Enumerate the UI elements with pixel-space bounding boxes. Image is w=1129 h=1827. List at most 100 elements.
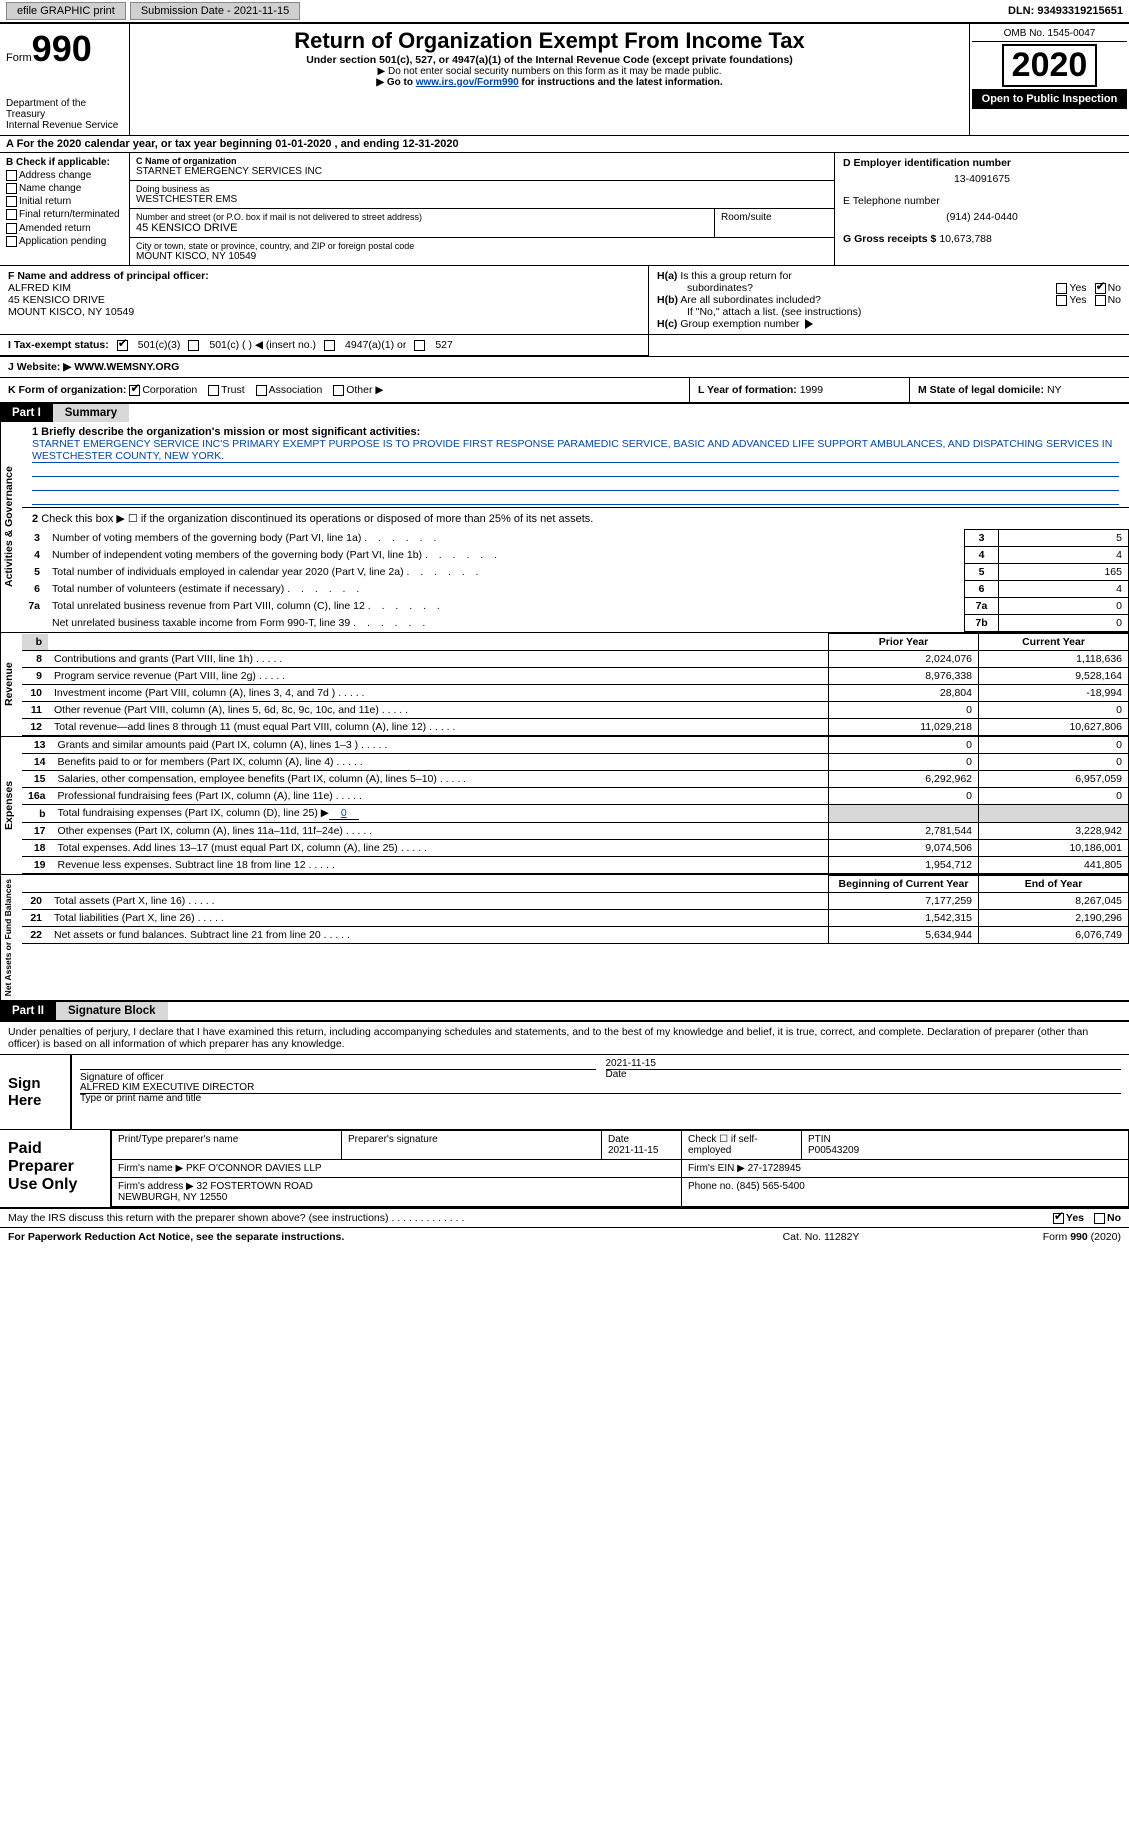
firm-ein-cell: Firm's EIN ▶ 27-1728945 [682, 1160, 1129, 1178]
cb-ha-no[interactable] [1095, 283, 1106, 294]
cb-final-return[interactable] [6, 209, 17, 220]
mission-blank-2 [32, 477, 1119, 491]
cb-hb-yes[interactable] [1056, 295, 1067, 306]
cb-initial-return[interactable] [6, 196, 17, 207]
efile-print-button[interactable]: efile GRAPHIC print [6, 2, 126, 20]
cb-trust[interactable] [208, 385, 219, 396]
dba-row: Doing business as WESTCHESTER EMS [130, 181, 834, 209]
line-num: 22 [22, 927, 48, 944]
line-val: 0 [999, 615, 1129, 632]
cb-527[interactable] [414, 340, 425, 351]
governance-section: Activities & Governance 1 Briefly descri… [0, 422, 1129, 633]
header-blocks: B Check if applicable: Address change Na… [0, 153, 1129, 266]
f-addr1: 45 KENSICO DRIVE [8, 294, 640, 306]
k-label: K Form of organization: [8, 384, 126, 396]
line-num: 8 [22, 651, 48, 668]
phone-value: (914) 244-0440 [843, 211, 1121, 223]
line-desc: Total number of individuals employed in … [46, 564, 965, 581]
dln-label: DLN: 93493319215651 [1008, 5, 1123, 17]
footer-center: Cat. No. 11282Y [721, 1231, 921, 1243]
current-val: 0 [979, 788, 1129, 805]
addr-value: 45 KENSICO DRIVE [136, 222, 708, 234]
current-val: 1,118,636 [979, 651, 1129, 668]
addr-label: Number and street (or P.O. box if mail i… [136, 212, 708, 222]
cb-app-pending[interactable] [6, 236, 17, 247]
sign-here-label: Sign Here [0, 1055, 70, 1129]
l-label: L Year of formation: [698, 384, 797, 396]
cb-ha-yes[interactable] [1056, 283, 1067, 294]
city-label: City or town, state or province, country… [136, 241, 828, 251]
mission-block: 1 Briefly describe the organization's mi… [22, 422, 1129, 508]
block-k: K Form of organization: Corporation Trus… [0, 378, 689, 402]
cb-discuss-yes[interactable] [1053, 1213, 1064, 1224]
line-num: 13 [22, 737, 52, 754]
line-num: b [22, 805, 52, 823]
cb-amended[interactable] [6, 223, 17, 234]
current-val: 0 [979, 702, 1129, 719]
lbl-discuss-no: No [1107, 1212, 1121, 1224]
instructions-link[interactable]: www.irs.gov/Form990 [416, 77, 519, 88]
prior-val: 0 [829, 702, 979, 719]
cb-4947[interactable] [324, 340, 335, 351]
cb-discuss-no[interactable] [1094, 1213, 1105, 1224]
block-f: F Name and address of principal officer:… [0, 266, 649, 334]
netassets-section: Net Assets or Fund Balances Beginning of… [0, 875, 1129, 1002]
cb-501c[interactable] [188, 340, 199, 351]
line-desc: Salaries, other compensation, employee b… [52, 771, 829, 788]
line-desc: Investment income (Part VIII, column (A)… [48, 685, 829, 702]
firm-phone-cell: Phone no. (845) 565-5400 [682, 1178, 1129, 1207]
prior-shaded [829, 805, 979, 823]
cb-other[interactable] [333, 385, 344, 396]
lbl-name-change: Name change [19, 183, 81, 194]
j-label: J Website: ▶ [8, 361, 71, 373]
current-val: -18,994 [979, 685, 1129, 702]
expenses-table: 13 Grants and similar amounts paid (Part… [22, 737, 1129, 874]
i-label: I Tax-exempt status: [8, 339, 109, 351]
line-desc: Net unrelated business taxable income fr… [46, 615, 965, 632]
cb-address-change[interactable] [6, 170, 17, 181]
prior-val: 5,634,944 [829, 927, 979, 944]
firm-addr-cell: Firm's address ▶ 32 FOSTERTOWN ROAD NEWB… [112, 1178, 682, 1207]
submission-date-button[interactable]: Submission Date - 2021-11-15 [130, 2, 300, 20]
l-value: 1999 [800, 384, 823, 396]
penalty-text: Under penalties of perjury, I declare th… [0, 1020, 1129, 1054]
city-row: City or town, state or province, country… [130, 238, 834, 265]
line-box: 3 [965, 530, 999, 547]
line-box: 4 [965, 547, 999, 564]
m-label: M State of legal domicile: [918, 384, 1044, 396]
netassets-label: Net Assets or Fund Balances [0, 875, 22, 1000]
hb-note: If "No," attach a list. (see instruction… [657, 306, 1121, 318]
prior-val: 8,976,338 [829, 668, 979, 685]
addr-row: Number and street (or P.O. box if mail i… [130, 209, 714, 237]
line-desc: Number of independent voting members of … [46, 547, 965, 564]
f-addr2: MOUNT KISCO, NY 10549 [8, 306, 640, 318]
lbl-discuss-yes: Yes [1066, 1212, 1084, 1224]
line-desc: Total liabilities (Part X, line 26) . . … [48, 910, 829, 927]
f-name: ALFRED KIM [8, 282, 640, 294]
omb-number: OMB No. 1545-0047 [972, 26, 1127, 42]
current-val: 10,627,806 [979, 719, 1129, 736]
lbl-501c: 501(c) ( ) ◀ (insert no.) [209, 339, 316, 351]
lbl-other: Other ▶ [346, 384, 383, 396]
part1-tab: Part I [0, 404, 53, 422]
cb-corp[interactable] [129, 385, 140, 396]
cb-assoc[interactable] [256, 385, 267, 396]
org-name: STARNET EMERGENCY SERVICES INC [136, 166, 828, 177]
block-b: B Check if applicable: Address change Na… [0, 153, 130, 265]
cb-501c3[interactable] [117, 340, 128, 351]
line-desc: Revenue less expenses. Subtract line 18 … [52, 857, 829, 874]
prep-ptin-cell: PTINP00543209 [802, 1131, 1129, 1160]
lbl-amended: Amended return [19, 223, 91, 234]
sig-date-cell: 2021-11-15 Date [606, 1069, 1122, 1083]
line-desc: Professional fundraising fees (Part IX, … [52, 788, 829, 805]
lbl-final-return: Final return/terminated [19, 210, 120, 221]
current-val: 2,190,296 [979, 910, 1129, 927]
line-val: 5 [999, 530, 1129, 547]
paid-prep-label: Paid Preparer Use Only [0, 1130, 110, 1207]
mission-blank-1 [32, 463, 1119, 477]
line-box: 7b [965, 615, 999, 632]
cb-hb-no[interactable] [1095, 295, 1106, 306]
part2-tab: Part II [0, 1002, 56, 1020]
cb-name-change[interactable] [6, 183, 17, 194]
top-toolbar: efile GRAPHIC print Submission Date - 20… [0, 0, 1129, 22]
